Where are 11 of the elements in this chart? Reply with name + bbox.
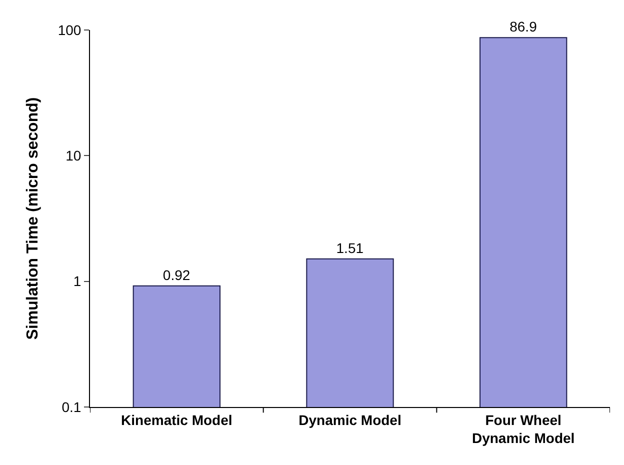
x-tick-label: Four Wheel Dynamic Model [472,412,575,446]
y-tick-label: 0.1 [62,398,82,415]
x-tick-label: Dynamic Model [298,412,402,428]
y-axis-title: Simulation Time (micro second) [24,97,42,340]
data-label: 0.92 [162,266,190,283]
data-label: 86.9 [510,18,538,35]
data-label: 1.51 [336,240,364,256]
x-tick-label: Kinematic Model [121,412,232,428]
y-tick-label: 100 [58,22,82,38]
y-tick-label: 10 [66,148,82,164]
y-tick-label: 1 [73,273,82,290]
